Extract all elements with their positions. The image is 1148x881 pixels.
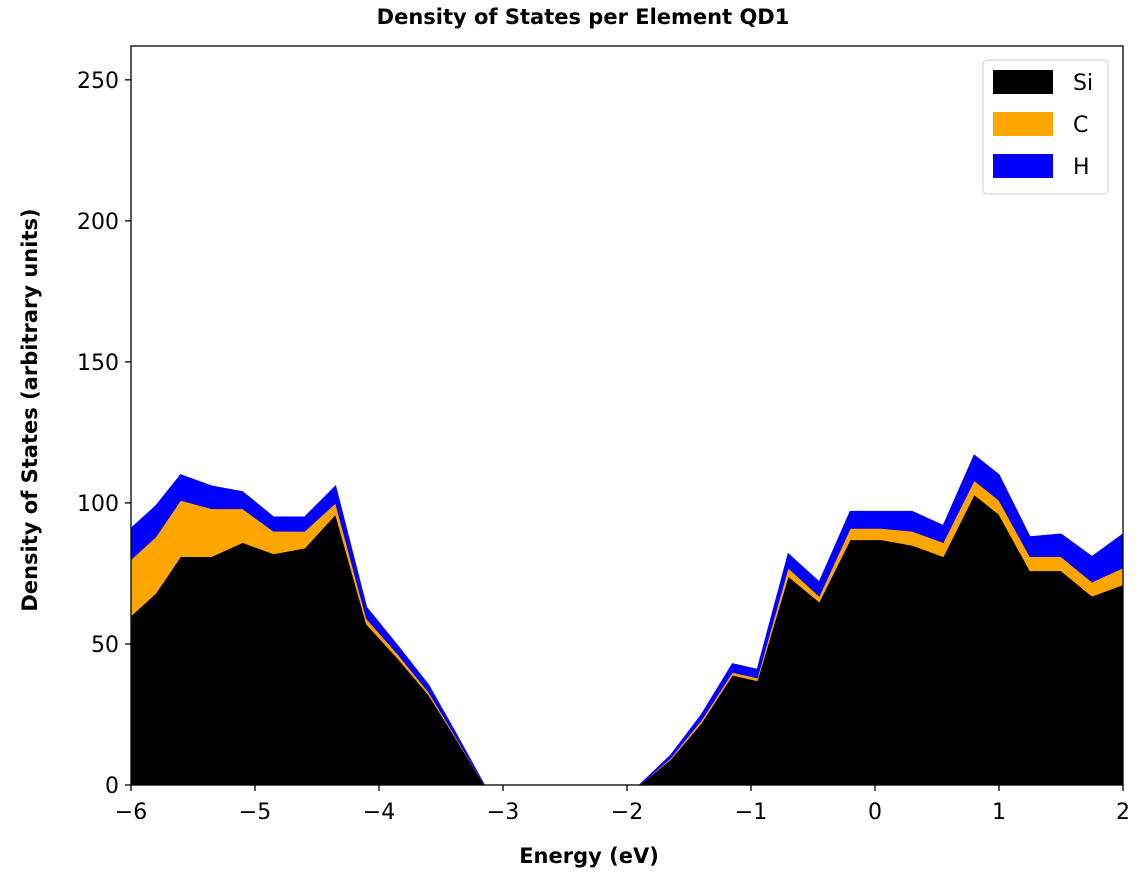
y-axis-label: Density of States (arbitrary units) xyxy=(18,208,42,611)
y-tick-label: 150 xyxy=(77,351,119,376)
x-tick-label: −2 xyxy=(611,800,643,825)
x-tick-label: 1 xyxy=(992,800,1006,825)
x-tick-label: −3 xyxy=(487,800,519,825)
legend-swatch-si xyxy=(993,70,1053,94)
x-tick-label: −1 xyxy=(735,800,767,825)
y-tick-label: 50 xyxy=(91,633,119,658)
chart-title: Density of States per Element QD1 xyxy=(377,5,790,29)
legend-label-h: H xyxy=(1073,155,1090,180)
x-axis-label: Energy (eV) xyxy=(519,844,659,868)
x-tick-label: −6 xyxy=(115,800,147,825)
legend-swatch-h xyxy=(993,154,1053,178)
x-tick-label: −4 xyxy=(363,800,395,825)
legend-swatch-c xyxy=(993,112,1053,136)
y-tick-label: 100 xyxy=(77,492,119,517)
y-axis: 0 50 100 150 200 250 xyxy=(77,69,131,799)
plot-areas xyxy=(130,454,1124,786)
x-tick-label: −5 xyxy=(239,800,271,825)
x-tick-label: 0 xyxy=(868,800,882,825)
x-axis: −6 −5 −4 −3 −2 −1 0 1 2 xyxy=(115,785,1130,825)
y-tick-label: 250 xyxy=(77,69,119,94)
y-tick-label: 200 xyxy=(77,210,119,235)
legend: Si CH xyxy=(982,59,1109,195)
legend-label-c: C xyxy=(1073,113,1088,138)
y-tick-label: 0 xyxy=(105,774,119,799)
legend-label-si: Si xyxy=(1073,71,1093,96)
x-tick-label: 2 xyxy=(1116,800,1130,825)
